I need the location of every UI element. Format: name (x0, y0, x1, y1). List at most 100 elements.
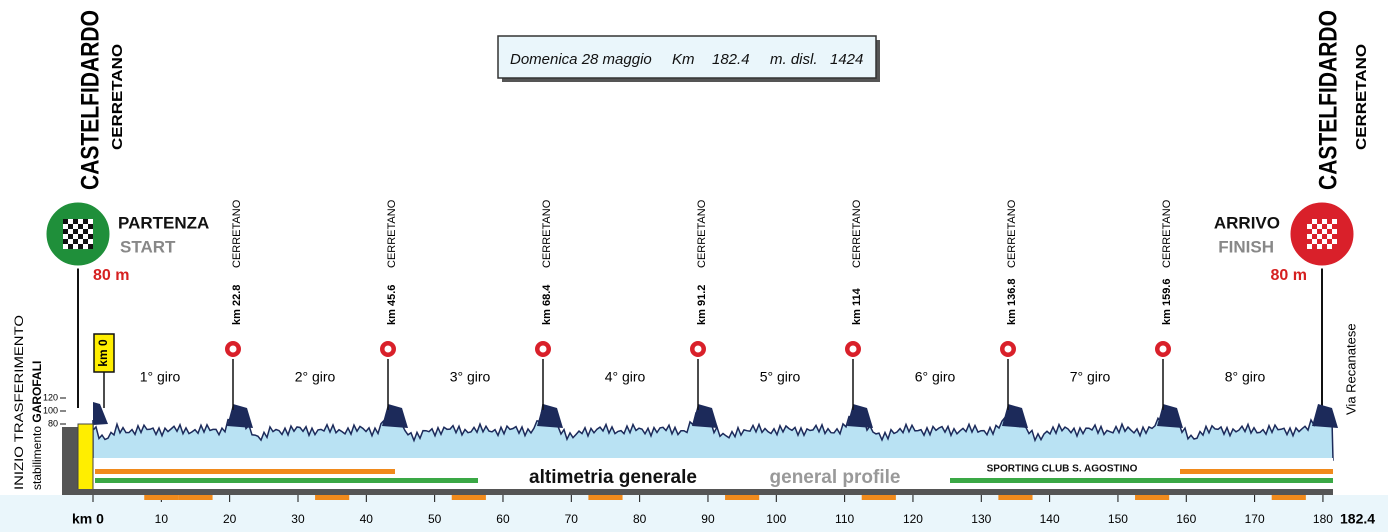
passage-km: km 136.8 (1006, 279, 1018, 325)
km-label: Km (672, 51, 695, 68)
checker-cell (1307, 244, 1312, 249)
checker-cell (68, 229, 73, 234)
passage-km: km 159.6 (1161, 279, 1173, 325)
checker-cell (83, 229, 88, 234)
band-orange (1180, 469, 1333, 474)
km-axis-label: 160 (1176, 512, 1196, 526)
km-axis-label: 110 (835, 512, 854, 526)
band-orange (95, 469, 395, 474)
checker-cell (1312, 224, 1317, 229)
elevation-tick-label: 120 (43, 392, 58, 402)
checker-cell (73, 239, 78, 244)
finish-town: CASTELFIDARDO (1315, 10, 1343, 190)
km-axis-segment (315, 495, 350, 500)
checker-cell (1307, 229, 1312, 234)
checker-cell (73, 229, 78, 234)
passage-marker-dot (229, 345, 237, 353)
base-face (77, 423, 94, 492)
checker-cell (1327, 234, 1332, 239)
checker-cell (1307, 234, 1312, 239)
band-green (950, 478, 1333, 483)
checker-cell (83, 239, 88, 244)
km-axis-label: 70 (565, 512, 579, 526)
checker-cell (88, 224, 93, 229)
checker-cell (73, 244, 78, 249)
passage-km: km 114 (851, 287, 863, 325)
checker-cell (78, 229, 83, 234)
passage-name: CERRETANO (386, 199, 398, 268)
checker-cell (63, 234, 68, 239)
km-axis-segment (998, 495, 1033, 500)
header: Domenica 28 maggio Km 182.4 m. disl. 142… (510, 51, 863, 68)
sponsor: SPORTING CLUB S. AGOSTINO (987, 464, 1138, 475)
checker-cell (1322, 234, 1327, 239)
passage-name: CERRETANO (696, 199, 708, 268)
checker-cell (88, 234, 93, 239)
checker-cell (68, 244, 73, 249)
passage-name: CERRETANO (851, 199, 863, 268)
lap-label: 8° giro (1225, 369, 1266, 385)
km: 182.4 (712, 51, 750, 68)
km-axis-label: 50 (428, 512, 442, 526)
climb (93, 402, 108, 425)
checker-cell (1317, 229, 1322, 234)
checker-cell (1317, 219, 1322, 224)
start-town: CASTELFIDARDO (77, 10, 105, 190)
checker-cell (78, 234, 83, 239)
km-axis-end: 182.4 (1340, 511, 1375, 527)
climb (1157, 404, 1183, 428)
checker-cell (68, 234, 73, 239)
checker-cell (1327, 244, 1332, 249)
checker-cell (1307, 224, 1312, 229)
passage-marker-dot (694, 345, 702, 353)
transfer-prefix: stabilimento (30, 426, 44, 490)
band-green (95, 478, 478, 483)
checker-cell (73, 234, 78, 239)
checker-cell (78, 224, 83, 229)
climb (537, 404, 563, 428)
passage-name: CERRETANO (541, 199, 553, 268)
checker-cell (63, 244, 68, 249)
road: Via Recanatese (1343, 323, 1358, 415)
km-axis-label: 60 (496, 512, 510, 526)
lap-label: 2° giro (295, 369, 336, 385)
km-axis-label: 150 (1108, 512, 1128, 526)
lap-label: 6° giro (915, 369, 956, 385)
start-label: PARTENZA (118, 213, 209, 232)
checker-cell (83, 219, 88, 224)
header-box (497, 35, 877, 79)
passage-km: km 68.4 (541, 284, 553, 325)
finish-label: ARRIVO (1214, 213, 1280, 232)
passage-name: CERRETANO (1161, 199, 1173, 268)
climb (227, 404, 253, 428)
checker-cell (78, 219, 83, 224)
km-axis-label: 120 (903, 512, 923, 526)
km-axis-segment (861, 495, 896, 500)
climbs (93, 402, 1338, 428)
transfer-line2: stabilimento GAROFALI (30, 361, 44, 490)
km-axis-label: 100 (766, 512, 786, 526)
checker-cell (1332, 239, 1337, 244)
km-axis-segment (451, 495, 486, 500)
checker-cell (83, 224, 88, 229)
km-axis-label: 130 (971, 512, 991, 526)
km0-badge (93, 333, 115, 373)
finish-locality: CERRETANO (1353, 44, 1370, 150)
profile-title: altimetria generale (529, 467, 697, 488)
km-axis-start: km 0 (72, 511, 104, 527)
elevation-tick-label: 100 (43, 405, 58, 415)
checker-cell (88, 244, 93, 249)
checker-cell (88, 239, 93, 244)
checker-cell (1312, 234, 1317, 239)
checker-cell (83, 234, 88, 239)
lap-label: 4° giro (605, 369, 646, 385)
checker-cell (1312, 244, 1317, 249)
km-axis-segment (178, 495, 213, 500)
checker-cell (63, 219, 68, 224)
passage-km: km 45.6 (386, 285, 398, 325)
passage-km: km 91.2 (696, 285, 708, 325)
checker-cell (1327, 219, 1332, 224)
checker-cell (1327, 239, 1332, 244)
checker-cell (63, 224, 68, 229)
